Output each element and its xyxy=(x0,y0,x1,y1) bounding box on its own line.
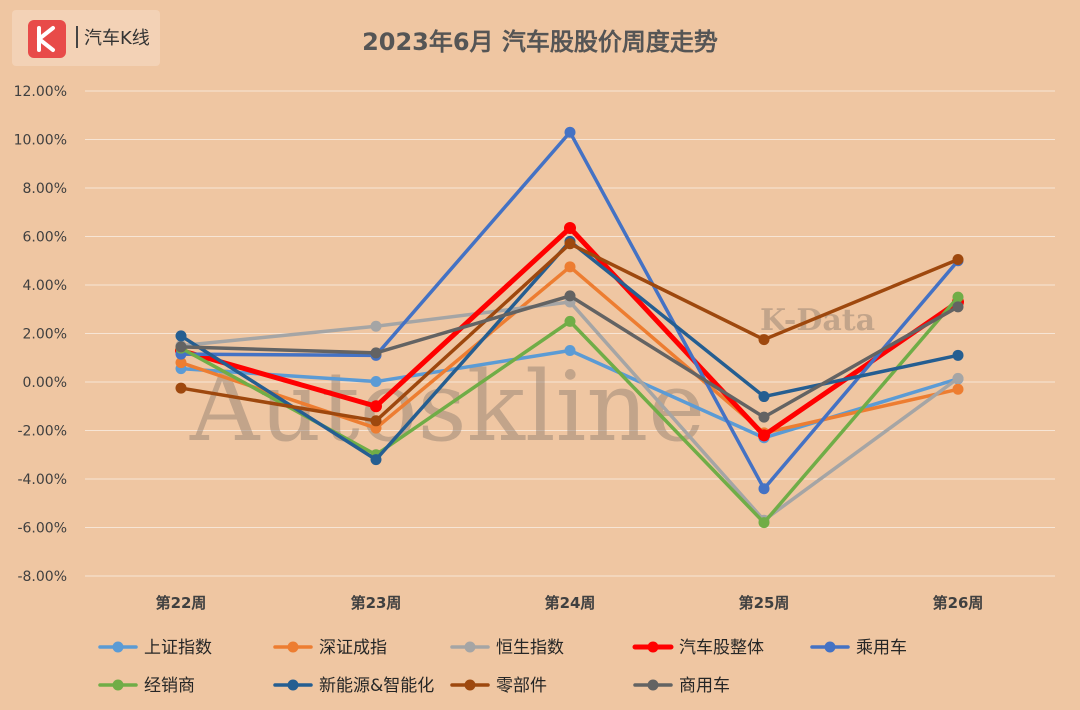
legend-item: 零部件 xyxy=(450,676,547,696)
y-tick-label: 12.00% xyxy=(14,84,67,100)
data-point xyxy=(564,290,576,302)
legend-swatch-marker xyxy=(112,641,124,653)
data-point xyxy=(564,344,576,356)
data-point xyxy=(370,400,382,413)
chart-title: 2023年6月 汽车股股价周度走势 xyxy=(362,28,718,56)
data-point xyxy=(175,357,187,369)
legend-label: 经销商 xyxy=(144,676,195,696)
data-point xyxy=(758,334,770,346)
data-point xyxy=(952,349,964,361)
data-point xyxy=(952,372,964,384)
y-axis-ticks: -8.00% -6.00% -4.00% -2.00% 0.00% 2.00% 4.00% 6… xyxy=(14,84,67,585)
y-tick-label: 10.00% xyxy=(14,133,67,149)
data-point xyxy=(175,330,187,342)
y-tick-label: 0.00% xyxy=(23,375,67,391)
data-point xyxy=(952,383,964,395)
x-tick-label: 第24周 xyxy=(545,594,596,612)
data-point xyxy=(564,126,576,138)
x-tick-label: 第25周 xyxy=(739,594,790,612)
legend-label: 汽车股整体 xyxy=(679,638,764,658)
data-point xyxy=(564,261,576,273)
data-point xyxy=(952,291,964,303)
logo: 汽车K线 xyxy=(12,10,160,66)
y-tick-label: -6.00% xyxy=(17,521,67,537)
k-logo-icon xyxy=(28,20,66,58)
legend-item: 商用车 xyxy=(633,676,730,696)
data-point xyxy=(952,254,964,266)
data-point xyxy=(758,411,770,423)
y-tick-label: 6.00% xyxy=(23,230,67,246)
data-point xyxy=(175,382,187,394)
y-tick-label: 8.00% xyxy=(23,181,67,197)
data-point xyxy=(758,483,770,495)
legend-swatch-marker xyxy=(287,679,299,691)
legend-label: 恒生指数 xyxy=(496,638,564,658)
data-point xyxy=(175,341,187,353)
logo-separator xyxy=(76,26,78,48)
legend-item: 乘用车 xyxy=(810,638,907,658)
x-tick-label: 第23周 xyxy=(351,594,402,612)
legend-label: 零部件 xyxy=(496,676,547,696)
series xyxy=(175,126,964,529)
data-point xyxy=(952,301,964,313)
legend-label: 深证成指 xyxy=(319,638,387,658)
data-point xyxy=(564,222,576,235)
data-point xyxy=(370,454,382,466)
y-tick-label: -4.00% xyxy=(17,472,67,488)
legend-item: 深证成指 xyxy=(273,638,387,658)
y-tick-label: 2.00% xyxy=(23,327,67,343)
y-tick-label: -8.00% xyxy=(17,569,67,585)
data-point xyxy=(370,347,382,359)
legend-label: 上证指数 xyxy=(144,638,212,658)
data-point xyxy=(758,391,770,403)
legend-item: 汽车股整体 xyxy=(632,638,764,658)
legend-item: 恒生指数 xyxy=(450,638,564,658)
x-axis-ticks: 第22周 第23周 第24周 第25周 第26周 xyxy=(156,594,984,612)
legend-item: 新能源&智能化 xyxy=(273,676,434,696)
data-point xyxy=(370,320,382,332)
data-point xyxy=(758,429,770,442)
legend-label: 商用车 xyxy=(679,676,730,696)
x-tick-label: 第26周 xyxy=(933,594,984,612)
logo-text: 汽车K线 xyxy=(84,28,150,49)
legend-swatch-marker xyxy=(824,641,836,653)
legend-item: 上证指数 xyxy=(98,638,212,658)
legend-label: 乘用车 xyxy=(856,638,907,658)
legend-swatch-marker xyxy=(287,641,299,653)
y-tick-label: -2.00% xyxy=(17,424,67,440)
legend-swatch-marker xyxy=(464,641,476,653)
data-point xyxy=(564,238,576,250)
legend-swatch-marker xyxy=(464,679,476,691)
data-point xyxy=(370,415,382,427)
legend-swatch-marker xyxy=(112,679,124,691)
x-tick-label: 第22周 xyxy=(156,594,207,612)
series-零部件 xyxy=(175,238,964,427)
legend-swatch-marker xyxy=(647,679,659,691)
data-point xyxy=(370,376,382,388)
legend-swatch-marker xyxy=(647,641,659,653)
legend-item: 经销商 xyxy=(98,676,195,696)
legend-label: 新能源&智能化 xyxy=(319,676,434,696)
y-tick-label: 4.00% xyxy=(23,278,67,294)
data-point xyxy=(564,315,576,327)
data-point xyxy=(758,517,770,529)
series-商用车 xyxy=(175,290,964,423)
